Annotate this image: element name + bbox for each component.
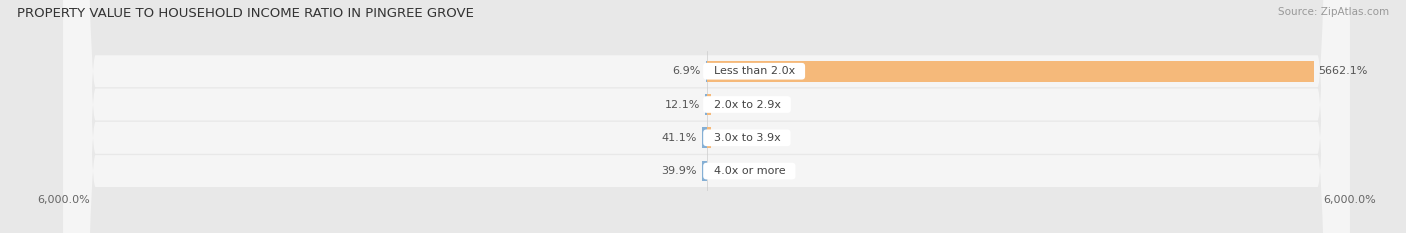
Text: 39.9%: 39.9% (662, 166, 697, 176)
Text: Less than 2.0x: Less than 2.0x (707, 66, 801, 76)
FancyBboxPatch shape (63, 0, 1350, 233)
Text: 4.0x or more: 4.0x or more (707, 166, 792, 176)
Bar (707, 127, 711, 148)
Text: 4.2%: 4.2% (711, 166, 741, 176)
Text: 6.9%: 6.9% (672, 66, 700, 76)
Bar (702, 161, 707, 182)
Bar (702, 127, 707, 148)
Text: 5662.1%: 5662.1% (1319, 66, 1368, 76)
Text: Source: ZipAtlas.com: Source: ZipAtlas.com (1278, 7, 1389, 17)
Text: 3.0x to 3.9x: 3.0x to 3.9x (707, 133, 787, 143)
Bar (707, 61, 1313, 82)
FancyBboxPatch shape (63, 0, 1350, 233)
Text: 41.5%: 41.5% (716, 99, 751, 110)
Bar (707, 94, 711, 115)
FancyBboxPatch shape (63, 0, 1350, 233)
Text: 12.1%: 12.1% (665, 99, 700, 110)
Text: 2.0x to 2.9x: 2.0x to 2.9x (707, 99, 787, 110)
Text: PROPERTY VALUE TO HOUSEHOLD INCOME RATIO IN PINGREE GROVE: PROPERTY VALUE TO HOUSEHOLD INCOME RATIO… (17, 7, 474, 20)
Text: 41.1%: 41.1% (662, 133, 697, 143)
FancyBboxPatch shape (63, 0, 1350, 233)
Text: 39.6%: 39.6% (716, 133, 751, 143)
